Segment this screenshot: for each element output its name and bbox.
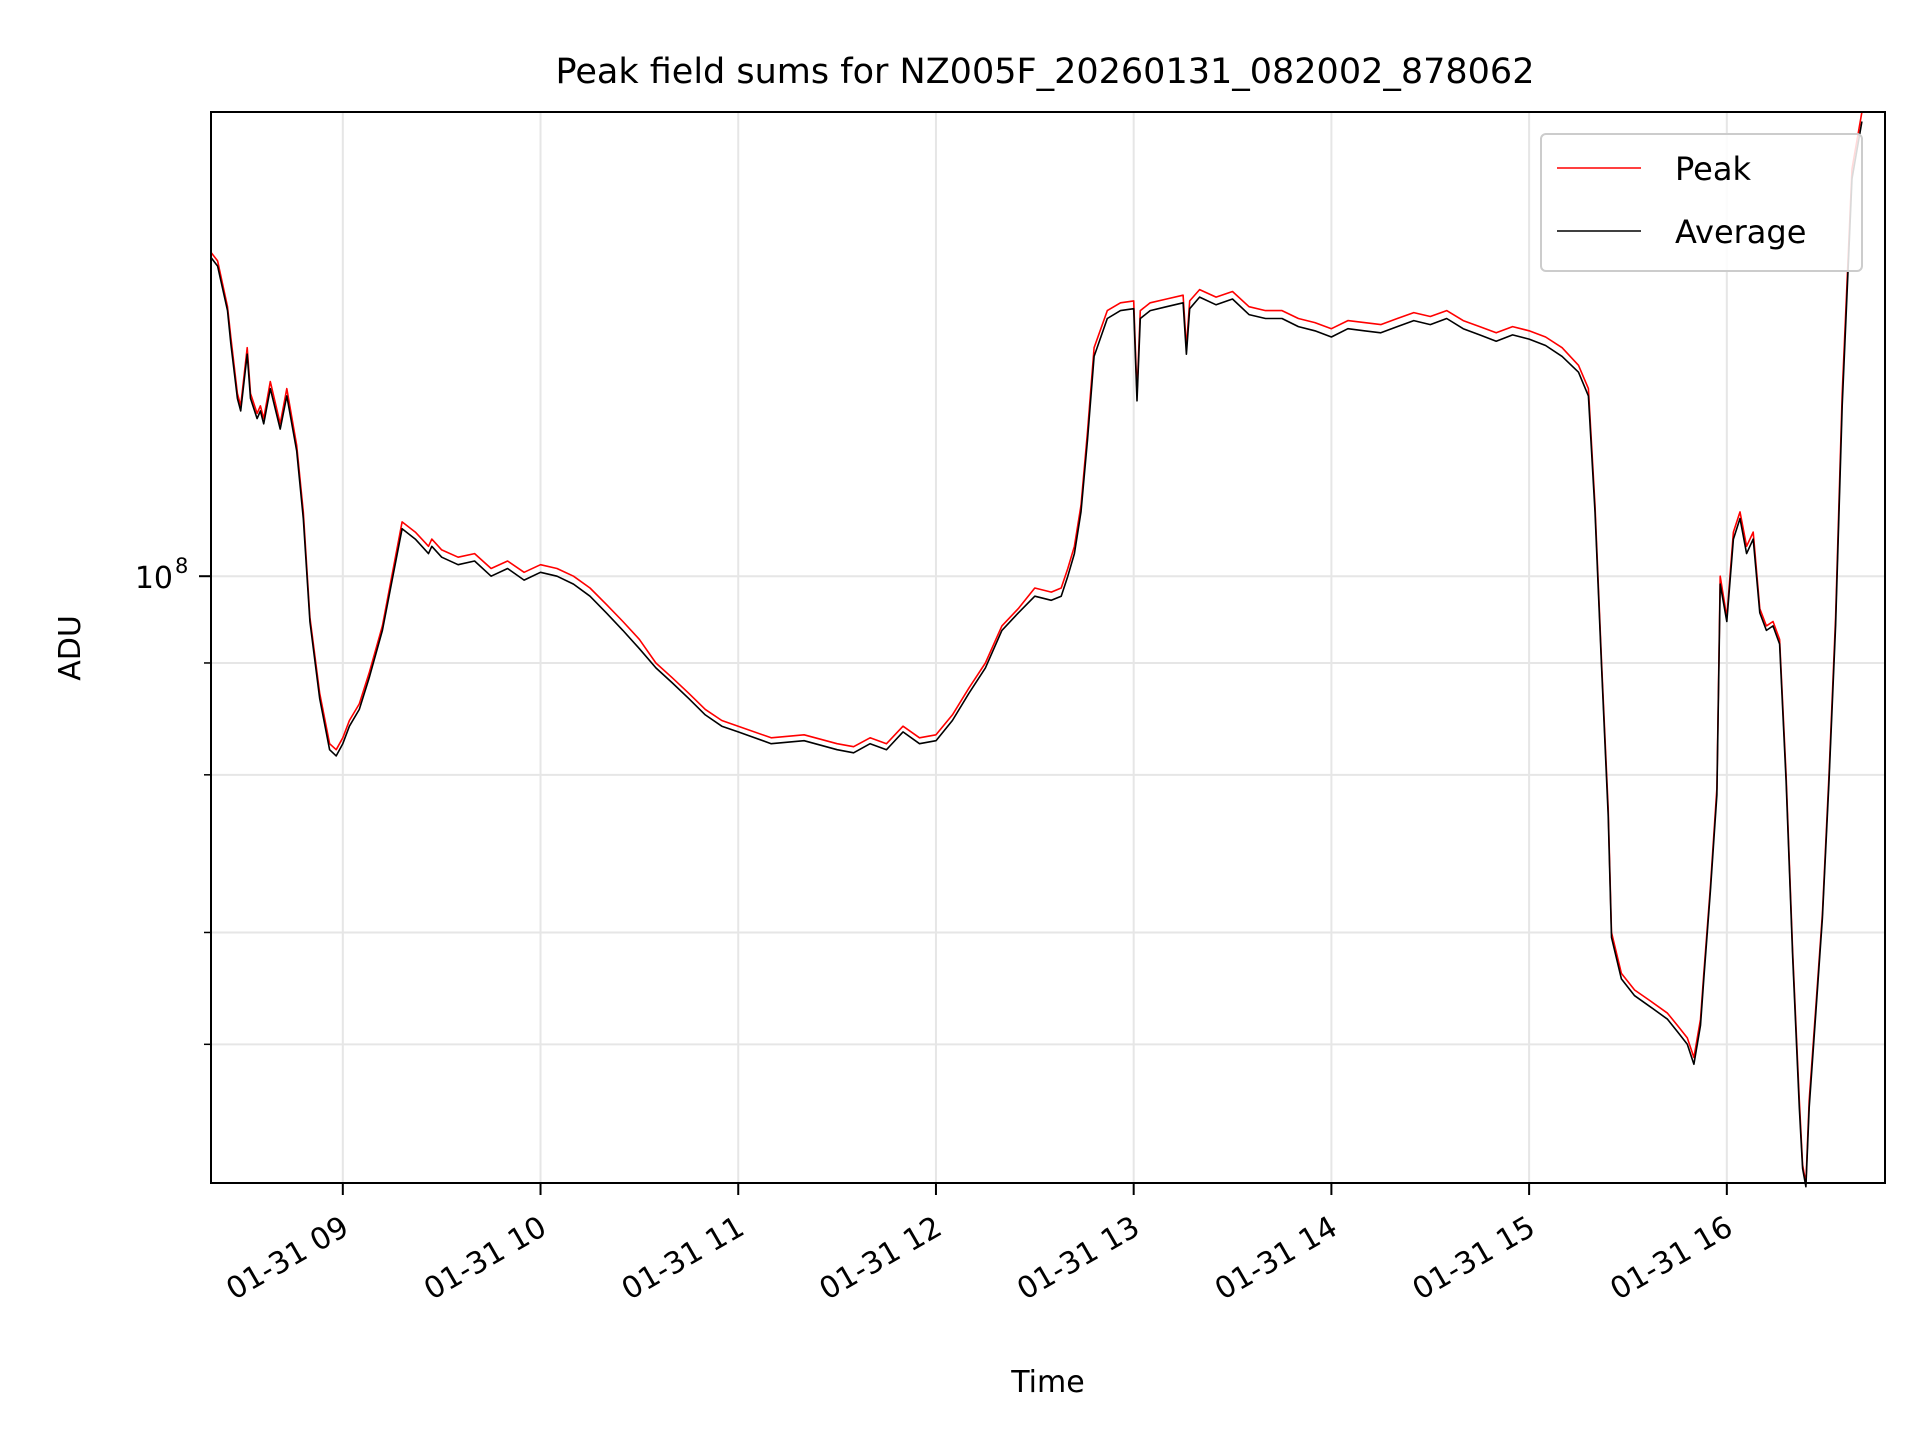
x-tick-label: 01-31 13 bbox=[1011, 1210, 1145, 1308]
y-ticks: 10 8 bbox=[135, 554, 211, 1046]
plot-frame bbox=[210, 111, 1886, 1184]
x-tick-label: 01-31 16 bbox=[1605, 1210, 1739, 1308]
legend-label-peak: Peak bbox=[1675, 150, 1751, 188]
x-tick-label: 01-31 10 bbox=[418, 1210, 552, 1308]
x-tick-label: 01-31 09 bbox=[220, 1210, 354, 1308]
x-axis-label: Time bbox=[1010, 1365, 1084, 1400]
x-tick-label: 01-31 15 bbox=[1407, 1210, 1541, 1308]
x-tick-label: 01-31 11 bbox=[616, 1210, 750, 1308]
legend: Peak Average bbox=[1540, 133, 1863, 272]
series-line-average bbox=[210, 121, 1863, 1188]
y-tick-label: 10 bbox=[135, 561, 173, 596]
legend-label-average: Average bbox=[1675, 213, 1806, 251]
y-tick-label-exponent: 8 bbox=[175, 554, 188, 578]
y-axis-label: ADU bbox=[53, 615, 88, 681]
series-line-peak bbox=[210, 111, 1863, 1184]
chart-title: Peak field sums for NZ005F_20260131_0820… bbox=[556, 52, 1535, 92]
x-tick-label: 01-31 14 bbox=[1209, 1210, 1343, 1308]
x-tick-label: 01-31 12 bbox=[814, 1210, 948, 1308]
x-ticks: 01-31 09 01-31 10 01-31 11 01-31 12 01-31 13… bbox=[220, 1183, 1739, 1308]
series-lines bbox=[210, 111, 1863, 1188]
grid bbox=[211, 112, 1885, 1183]
